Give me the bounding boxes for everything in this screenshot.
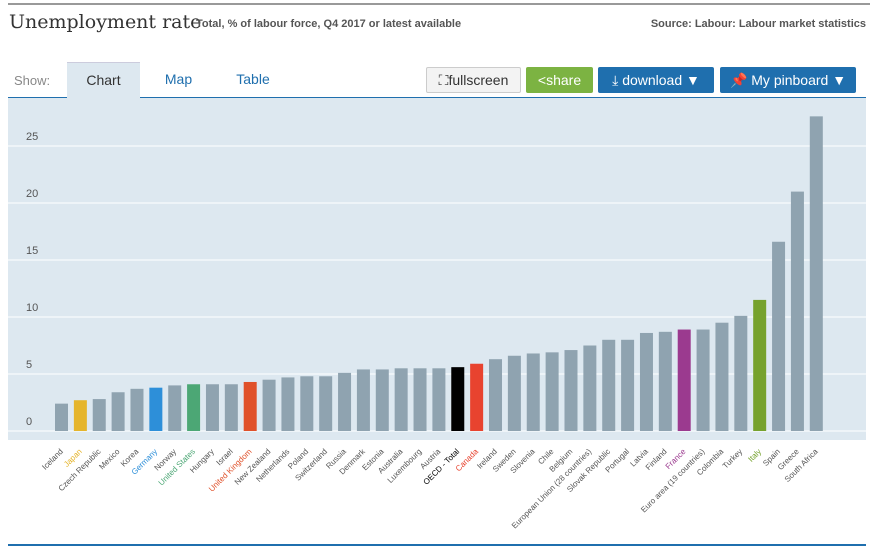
bar[interactable]	[809, 116, 823, 432]
bar[interactable]	[639, 332, 653, 431]
top-divider	[8, 3, 870, 5]
bar[interactable]	[224, 384, 238, 431]
bar[interactable]	[111, 392, 125, 431]
bar[interactable]	[55, 403, 68, 431]
bar[interactable]	[658, 331, 672, 431]
download-button[interactable]: ⤓ download ▼	[598, 67, 714, 93]
bar[interactable]	[451, 367, 465, 431]
bar[interactable]	[734, 315, 748, 431]
bar[interactable]	[243, 381, 257, 431]
chart-subtitle: Total, % of labour force, Q4 2017 or lat…	[196, 18, 462, 30]
bar[interactable]	[790, 191, 804, 431]
bar[interactable]	[545, 352, 559, 431]
page-title: Unemployment rate	[9, 11, 202, 33]
y-tick-label: 25	[26, 131, 38, 143]
bar[interactable]	[583, 345, 597, 432]
bar[interactable]	[507, 355, 521, 431]
bar[interactable]	[413, 368, 427, 431]
x-tick-label: Turkey	[721, 447, 744, 470]
bar[interactable]	[715, 322, 729, 431]
share-icon: <	[537, 72, 547, 88]
tab-chart[interactable]: Chart	[67, 62, 140, 98]
expand-icon: ⛶	[438, 72, 449, 88]
download-icon: ⤓	[612, 72, 623, 88]
x-tick-label: Iceland	[40, 447, 65, 472]
x-tick-label: Mexico	[97, 447, 122, 472]
bar[interactable]	[356, 369, 370, 431]
x-tick-label: Finland	[644, 447, 669, 472]
y-tick-label: 15	[26, 245, 38, 257]
bar[interactable]	[602, 339, 616, 431]
bar[interactable]	[168, 385, 182, 431]
tab-bar: Show: Chart Map Table ⛶fullscreen <share…	[8, 62, 866, 98]
bar[interactable]	[677, 329, 691, 431]
bar[interactable]	[319, 376, 333, 431]
show-label: Show:	[14, 73, 51, 88]
bar[interactable]	[621, 339, 635, 431]
tab-map[interactable]: Map	[164, 71, 193, 87]
bar[interactable]	[526, 353, 540, 431]
source-text: Source: Labour: Labour market statistics	[650, 18, 866, 30]
share-button[interactable]: <share	[526, 67, 593, 93]
bar[interactable]	[394, 368, 408, 431]
bar[interactable]	[489, 359, 503, 431]
bar[interactable]	[564, 350, 578, 431]
bar[interactable]	[432, 368, 446, 431]
bar[interactable]	[470, 363, 484, 431]
bar[interactable]	[73, 400, 87, 431]
y-tick-label: 10	[26, 302, 38, 314]
y-tick-label: 0	[26, 416, 32, 428]
bar[interactable]	[338, 372, 352, 431]
bar[interactable]	[753, 299, 767, 431]
fullscreen-button[interactable]: ⛶fullscreen	[426, 67, 521, 93]
y-tick-label: 5	[26, 359, 32, 371]
bar[interactable]	[300, 376, 314, 431]
pin-icon: 📌	[729, 72, 752, 88]
bar[interactable]	[187, 384, 201, 431]
tab-table[interactable]: Table	[236, 71, 270, 87]
bar[interactable]	[375, 369, 389, 431]
bar[interactable]	[262, 379, 276, 431]
bar[interactable]	[92, 399, 106, 431]
bar[interactable]	[205, 384, 219, 431]
bar[interactable]	[130, 388, 144, 431]
bar[interactable]	[696, 329, 710, 431]
bar[interactable]	[772, 241, 786, 431]
bar[interactable]	[281, 377, 295, 431]
y-tick-label: 20	[26, 188, 38, 200]
bar[interactable]	[149, 387, 163, 431]
pinboard-button[interactable]: 📌 My pinboard ▼	[720, 67, 856, 93]
bottom-divider	[8, 544, 866, 546]
